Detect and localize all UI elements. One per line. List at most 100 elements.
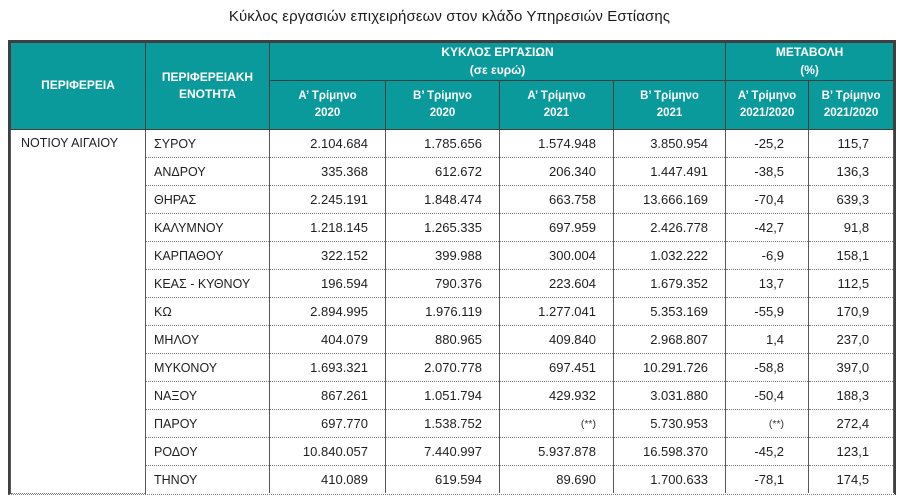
cell-unit: ΚΕΑΣ - ΚΥΘΝΟΥ xyxy=(145,269,270,298)
cell-q2-2020: 612.672 xyxy=(385,157,500,186)
cell-q2-2020: 7.440.997 xyxy=(385,437,500,466)
table-row: ΝΟΤΙΟΥ ΑΙΓΑΙΟΥ ΣΥΡΟΥ 2.104.684 1.785.656… xyxy=(10,129,895,494)
cell-q2-2020: 399.988 xyxy=(385,241,500,270)
cell-q1-2020: 867.261 xyxy=(269,381,386,410)
page-title: Κύκλος εργασιών επιχειρήσεων στον κλάδο … xyxy=(228,8,671,25)
region-cell: ΝΟΤΙΟΥ ΑΙΓΑΙΟΥ xyxy=(10,129,146,494)
col-group-change: ΜΕΤΑΒΟΛΗ (%) xyxy=(725,42,895,81)
cell-change-q2: 170,9 xyxy=(808,297,895,326)
cell-q1-2020: 1.693.321 xyxy=(269,353,386,382)
cell-q2-2021: 10.291.726 xyxy=(612,353,727,382)
cell-change-q1: -42,7 xyxy=(725,213,810,242)
cell-q1-2020: 2.894.995 xyxy=(269,297,386,326)
cell-change-q2: 115,7 xyxy=(808,129,895,158)
cell-q2-2021: 1.032.222 xyxy=(612,241,727,270)
cell-unit: ΤΗΝΟΥ xyxy=(145,465,270,493)
cell-q2-2020: 880.965 xyxy=(385,325,500,354)
cell-q1-2020: 2.245.191 xyxy=(269,185,386,214)
cell-q1-2020: 697.770 xyxy=(269,409,386,438)
cell-q1-2021: 429.932 xyxy=(499,381,614,410)
cell-q2-2020: 1.538.752 xyxy=(385,409,500,438)
col-header-q1-2020: Α’ Τρίμηνο 2020 xyxy=(269,80,386,130)
cell-q2-2020: 2.070.778 xyxy=(385,353,500,382)
cell-q1-2021: 300.004 xyxy=(499,241,614,270)
table-row: ΘΗΡΑΣ 2.245.191 1.848.474 663.758 13.666… xyxy=(11,185,895,214)
cell-change-q2: 136,3 xyxy=(808,157,895,186)
cell-q2-2021: 16.598.370 xyxy=(612,437,727,466)
cell-q1-2020: 410.089 xyxy=(269,465,386,493)
cell-q2-2021: 5.730.953 xyxy=(612,409,727,438)
cell-change-q1: -78,1 xyxy=(725,465,810,493)
table-row: ΝΑΞΟΥ 867.261 1.051.794 429.932 3.031.88… xyxy=(11,381,895,410)
cell-change-q1-suppressed: (**) xyxy=(725,409,810,438)
cell-unit: ΝΑΞΟΥ xyxy=(145,381,270,410)
table-frame: ΠΕΡΙΦΕΡΕΙΑ ΠΕΡΙΦΕΡΕΙΑΚΗ ΕΝΟΤΗΤΑ ΚΥΚΛΟΣ Ε… xyxy=(8,40,897,495)
table-row: ΚΑΛΥΜΝΟΥ 1.218.145 1.265.335 697.959 2.4… xyxy=(11,213,895,242)
cell-unit: ΚΑΡΠΑΘΟΥ xyxy=(145,241,270,270)
cell-q2-2021: 1.447.491 xyxy=(612,157,727,186)
cell-change-q1: -45,2 xyxy=(725,437,810,466)
cell-unit: ΘΗΡΑΣ xyxy=(145,185,270,214)
cell-change-q2: 112,5 xyxy=(808,269,895,298)
cell-change-q1: -58,8 xyxy=(725,353,810,382)
cell-q1-2020: 10.840.057 xyxy=(269,437,386,466)
cell-q1-2020: 1.218.145 xyxy=(269,213,386,242)
header-row-groups: ΠΕΡΙΦΕΡΕΙΑ ΠΕΡΙΦΕΡΕΙΑΚΗ ΕΝΟΤΗΤΑ ΚΥΚΛΟΣ Ε… xyxy=(10,42,895,130)
cell-change-q1: -38,5 xyxy=(725,157,810,186)
cell-q1-2021: 697.451 xyxy=(499,353,614,382)
cell-unit: ΜΗΛΟΥ xyxy=(145,325,270,354)
table-row: ΚΕΑΣ - ΚΥΘΝΟΥ 196.594 790.376 223.604 1.… xyxy=(11,269,895,298)
header-row-quarters: Α’ Τρίμηνο 2020 Β’ Τρίμηνο 2020 Α’ Τρίμη… xyxy=(11,80,895,130)
cell-change-q1: -70,4 xyxy=(725,185,810,214)
cell-q2-2021: 2.426.778 xyxy=(612,213,727,242)
table-row: ΜΥΚΟΝΟΥ 1.693.321 2.070.778 697.451 10.2… xyxy=(11,353,895,382)
cell-change-q1: -55,9 xyxy=(725,297,810,326)
cell-q2-2021: 3.850.954 xyxy=(612,129,727,158)
cell-q1-2020: 196.594 xyxy=(269,269,386,298)
cell-unit: ΑΝΔΡΟΥ xyxy=(145,157,270,186)
cell-q1-2021: 697.959 xyxy=(499,213,614,242)
cell-q2-2021: 2.968.807 xyxy=(612,325,727,354)
table-row: ΠΑΡΟΥ 697.770 1.538.752 (**) 5.730.953 (… xyxy=(11,409,895,438)
cell-q2-2020: 1.976.119 xyxy=(385,297,500,326)
col-header-q1-2021: Α’ Τρίμηνο 2021 xyxy=(499,80,614,130)
col-header-change-q2: Β’ Τρίμηνο 2021/2020 xyxy=(808,80,895,130)
table-row: ΤΗΝΟΥ 410.089 619.594 89.690 1.700.633 -… xyxy=(11,465,895,493)
cell-change-q2: 158,1 xyxy=(808,241,895,270)
table-row: ΚΑΡΠΑΘΟΥ 322.152 399.988 300.004 1.032.2… xyxy=(11,241,895,270)
cell-q2-2020: 1.848.474 xyxy=(385,185,500,214)
table-row: ΑΝΔΡΟΥ 335.368 612.672 206.340 1.447.491… xyxy=(11,157,895,186)
cell-change-q2: 397,0 xyxy=(808,353,895,382)
cell-unit: ΜΥΚΟΝΟΥ xyxy=(145,353,270,382)
cell-unit: ΡΟΔΟΥ xyxy=(145,437,270,466)
cell-q2-2020: 1.785.656 xyxy=(385,129,500,158)
cell-change-q2: 639,3 xyxy=(808,185,895,214)
table-row: ΡΟΔΟΥ 10.840.057 7.440.997 5.937.878 16.… xyxy=(11,437,895,466)
col-header-region: ΠΕΡΙΦΕΡΕΙΑ xyxy=(10,42,146,130)
cell-q2-2021: 1.700.633 xyxy=(612,465,727,493)
cell-q1-2021: 5.937.878 xyxy=(499,437,614,466)
col-group-turnover: ΚΥΚΛΟΣ ΕΡΓΑΣΙΩΝ (σε ευρώ) xyxy=(268,42,727,81)
cell-change-q1: -6,9 xyxy=(725,241,810,270)
cell-q2-2021: 13.666.169 xyxy=(612,185,727,214)
cell-q2-2021: 5.353.169 xyxy=(612,297,727,326)
cell-unit: ΚΩ xyxy=(145,297,270,326)
cell-q2-2020: 619.594 xyxy=(385,465,500,493)
cell-change-q2: 91,8 xyxy=(808,213,895,242)
cell-q2-2020: 790.376 xyxy=(385,269,500,298)
cell-unit: ΣΥΡΟΥ xyxy=(145,129,270,158)
cell-q2-2020: 1.051.794 xyxy=(385,381,500,410)
cell-q1-2021: 89.690 xyxy=(499,465,614,493)
table-row: ΚΩ 2.894.995 1.976.119 1.277.041 5.353.1… xyxy=(11,297,895,326)
cell-change-q2: 123,1 xyxy=(808,437,895,466)
cell-change-q2: 174,5 xyxy=(808,465,895,493)
col-header-change-q1: Α’ Τρίμηνο 2021/2020 xyxy=(725,80,810,130)
cell-change-q1: -50,4 xyxy=(725,381,810,410)
cell-q1-2021: 1.574.948 xyxy=(499,129,614,158)
cell-q1-2021: 1.277.041 xyxy=(499,297,614,326)
cell-q2-2020: 1.265.335 xyxy=(385,213,500,242)
cell-change-q1: 13,7 xyxy=(725,269,810,298)
cell-unit: ΠΑΡΟΥ xyxy=(145,409,270,438)
cell-q1-2021: 223.604 xyxy=(499,269,614,298)
cell-change-q1: 1,4 xyxy=(725,325,810,354)
